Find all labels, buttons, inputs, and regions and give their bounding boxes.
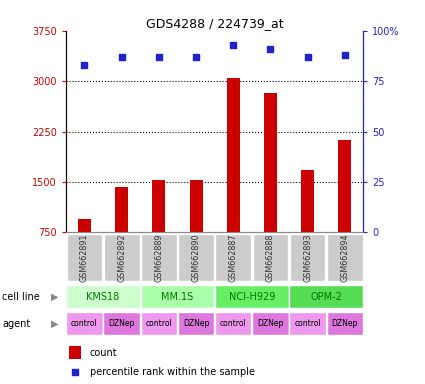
Text: control: control (220, 319, 246, 328)
Bar (301, 170, 314, 283)
Point (341, 52, 348, 58)
FancyBboxPatch shape (215, 234, 251, 281)
Text: cell line: cell line (2, 291, 40, 302)
FancyBboxPatch shape (178, 234, 214, 281)
Text: GSM662888: GSM662888 (266, 233, 275, 282)
FancyBboxPatch shape (104, 234, 139, 281)
Point (81, 62, 88, 68)
FancyBboxPatch shape (178, 312, 214, 335)
FancyBboxPatch shape (141, 312, 177, 335)
Bar (264, 93, 277, 283)
FancyBboxPatch shape (66, 285, 140, 308)
FancyBboxPatch shape (141, 285, 214, 308)
Text: GSM662894: GSM662894 (340, 233, 349, 282)
Text: DZNep: DZNep (257, 319, 283, 328)
Text: NCI-H929: NCI-H929 (229, 291, 275, 302)
Point (118, 54, 125, 60)
Text: GSM662892: GSM662892 (117, 233, 126, 282)
Text: GSM662893: GSM662893 (303, 233, 312, 282)
Text: count: count (90, 348, 117, 358)
Text: OPM-2: OPM-2 (310, 291, 342, 302)
Text: MM.1S: MM.1S (162, 291, 193, 302)
FancyBboxPatch shape (141, 234, 177, 281)
Bar (338, 139, 351, 283)
Text: GSM662887: GSM662887 (229, 233, 238, 282)
FancyBboxPatch shape (289, 312, 326, 335)
Text: DZNep: DZNep (108, 319, 135, 328)
FancyBboxPatch shape (289, 285, 363, 308)
Bar (115, 187, 128, 283)
Point (71, 369, 78, 375)
FancyBboxPatch shape (252, 312, 289, 335)
FancyBboxPatch shape (215, 312, 252, 335)
Point (304, 54, 311, 60)
Text: ▶: ▶ (51, 318, 59, 329)
FancyBboxPatch shape (103, 312, 140, 335)
Bar (152, 180, 165, 283)
Point (267, 46, 274, 52)
FancyBboxPatch shape (66, 312, 103, 335)
Bar (78, 219, 91, 283)
Text: control: control (294, 319, 321, 328)
Text: control: control (145, 319, 172, 328)
FancyBboxPatch shape (215, 285, 289, 308)
FancyBboxPatch shape (67, 234, 102, 281)
FancyBboxPatch shape (252, 234, 288, 281)
FancyBboxPatch shape (327, 234, 363, 281)
FancyBboxPatch shape (326, 312, 363, 335)
Bar (69, 346, 81, 359)
Text: control: control (71, 319, 98, 328)
Point (156, 54, 162, 60)
Text: GSM662890: GSM662890 (192, 233, 201, 282)
Text: ▶: ▶ (51, 291, 59, 302)
Text: GSM662891: GSM662891 (80, 233, 89, 282)
Text: DZNep: DZNep (332, 319, 358, 328)
Point (230, 42, 237, 48)
Text: DZNep: DZNep (183, 319, 209, 328)
FancyBboxPatch shape (290, 234, 326, 281)
Point (193, 54, 199, 60)
Text: GSM662889: GSM662889 (154, 233, 163, 282)
Text: agent: agent (2, 318, 30, 329)
Title: GDS4288 / 224739_at: GDS4288 / 224739_at (146, 17, 283, 30)
Bar (227, 78, 240, 283)
Text: percentile rank within the sample: percentile rank within the sample (90, 367, 255, 377)
Text: KMS18: KMS18 (86, 291, 120, 302)
Bar (190, 180, 203, 283)
